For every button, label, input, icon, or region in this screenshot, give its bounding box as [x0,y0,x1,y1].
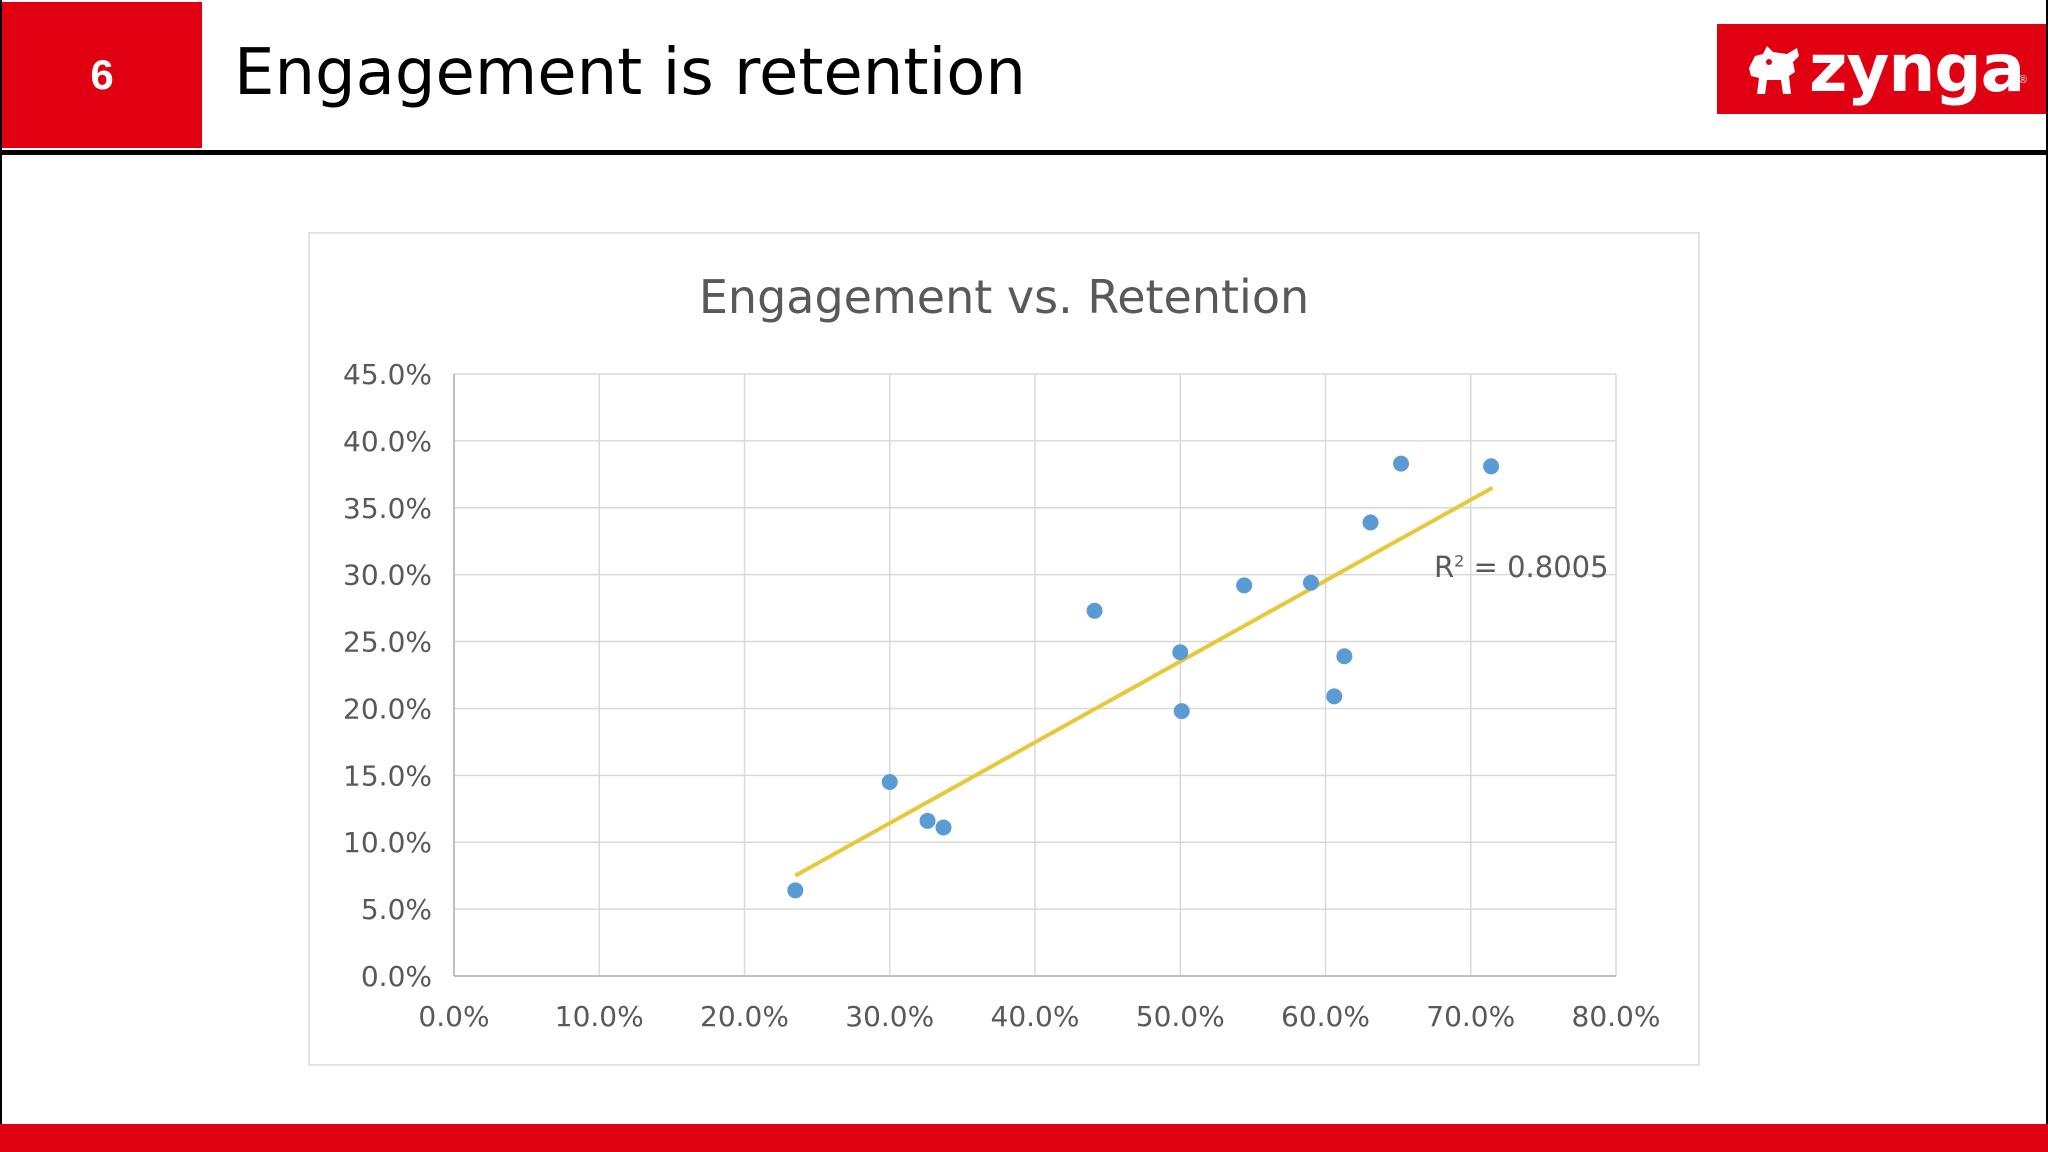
data-point [1326,688,1343,705]
y-tick-label: 10.0% [343,826,432,859]
trendline [794,485,1494,878]
scatter-chart: 0.0% 10.0% 20.0% 30.0% 40.0% 50.0% 60.0% 70.0% 8… [343,358,1661,1033]
y-tick-label: 30.0% [343,559,432,592]
data-point [1236,577,1253,594]
data-point [787,882,804,899]
x-tick-label: 70.0% [1426,1000,1515,1033]
x-tick-label: 0.0% [418,1000,489,1033]
y-tick-label: 40.0% [343,425,432,458]
y-tick-label: 35.0% [343,492,432,525]
x-tick-label: 40.0% [991,1000,1080,1033]
logo-registered-mark: ® [2019,74,2028,86]
data-point [1173,703,1190,720]
r-squared-label: R2 = 0.8005 [1434,550,1609,584]
x-tick-label: 80.0% [1572,1000,1661,1033]
r-squared-exponent: 2 [1454,551,1465,571]
data-point [1086,602,1103,619]
slide-header: 6 Engagement is retention zynga ® [0,0,2048,152]
footer-bar [0,1124,2048,1152]
data-point [1302,574,1319,591]
slide-number-box: 6 [2,2,202,148]
y-tick-label: 0.0% [361,960,432,993]
data-point [881,774,898,791]
y-tick-label: 25.0% [343,626,432,659]
chart-title: Engagement vs. Retention [698,270,1310,324]
data-point [919,812,936,829]
y-tick-label: 45.0% [343,358,432,391]
r-squared-value: = 0.8005 [1464,550,1609,584]
x-tick-label: 20.0% [700,1000,789,1033]
x-tick-label: 50.0% [1136,1000,1225,1033]
x-tick-label: 60.0% [1281,1000,1370,1033]
y-tick-label: 5.0% [361,893,432,926]
data-point [935,819,952,836]
logo-text: zynga [1809,30,2025,107]
y-tick-label: 15.0% [343,759,432,792]
x-tick-label: 30.0% [845,1000,934,1033]
data-point [1393,455,1410,472]
data-point [1483,458,1500,475]
data-point [1172,644,1189,661]
data-point [1362,514,1379,531]
slide-left-border [0,0,2,1152]
slide-number: 6 [90,51,114,98]
header-rule [0,150,2048,155]
r-squared-symbol: R [1434,550,1455,584]
zynga-logo: zynga ® [1717,24,2048,114]
slide-title: Engagement is retention [234,36,1026,110]
y-tick-label: 20.0% [343,692,432,725]
data-point [1336,648,1353,665]
chart-frame: Engagement vs. Retention 0.0% 10.0% 20.0% 3… [308,232,1700,1066]
slide-right-border [2046,0,2048,1152]
dog-icon [1749,46,1799,94]
x-tick-label: 10.0% [555,1000,644,1033]
